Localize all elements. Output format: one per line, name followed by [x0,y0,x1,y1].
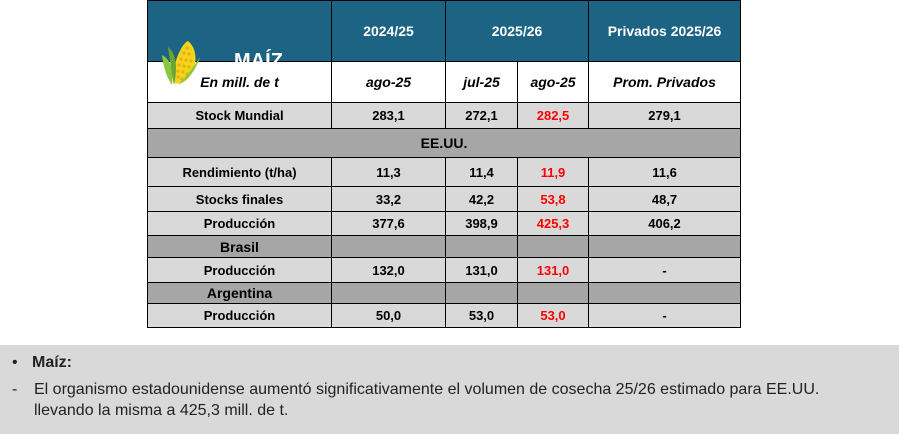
notes-text-line: - El organismo estadounidense aumentó si… [12,379,882,421]
maiz-table: MAÍZ 2024/25 2025/26 Privados 2025/26 En… [146,0,742,328]
section-label: Argentina [147,282,332,304]
table-row: Producción 132,0 131,0 131,0 - [147,257,742,283]
section-row: Argentina [147,282,742,304]
notes-heading-line: • Maíz: [12,354,72,372]
cell-value: 272,1 [445,102,518,129]
row-label: Producción [147,211,332,236]
cell-value: 33,2 [331,186,446,212]
table-subheader-row: En mill. de t ago-25 jul-25 ago-25 Prom.… [147,61,742,103]
cell-value: 279,1 [588,102,742,129]
notes-heading: Maíz: [32,354,72,371]
cell-value: 42,2 [445,186,518,212]
cell-value: 50,0 [331,303,446,328]
cell-value-highlight: 53,8 [516,186,590,212]
cell-value: 11,4 [445,157,518,187]
notes-panel: • Maíz: - El organismo estadounidense aum… [0,345,899,434]
cell-value-highlight: 131,0 [516,257,590,283]
subheader-prom-privados: Prom. Privados [588,61,742,103]
cell-value: 11,3 [331,157,446,187]
row-label: Stock Mundial [147,102,332,129]
header-privados: Privados 2025/26 [588,0,742,62]
cell-value: 398,9 [445,211,518,236]
table-title: MAÍZ [234,50,283,72]
dash-symbol: - [12,381,18,398]
row-label: Rendimiento (t/ha) [147,157,332,187]
cell-value: 132,0 [331,257,446,283]
header-2024-25: 2024/25 [331,0,446,62]
table-row: Stock Mundial 283,1 272,1 282,5 279,1 [147,102,742,129]
row-label: Stocks finales [147,186,332,212]
cell-value-highlight: 425,3 [516,211,590,236]
cell-value: 53,0 [445,303,518,328]
row-label: Producción [147,257,332,283]
cell-value: - [588,303,742,328]
cell-value-highlight: 282,5 [516,102,590,129]
subheader-ago-25: ago-25 [331,61,446,103]
section-label: EE.UU. [146,128,742,158]
cell-value: 131,0 [445,257,518,283]
cell-value: 11,6 [588,157,742,187]
section-row: EE.UU. [146,128,742,158]
cell-value: 406,2 [588,211,742,236]
row-label: Producción [147,303,332,328]
bullet-symbol: • [12,354,18,371]
cell-value: 283,1 [331,102,446,129]
cell-value: 48,7 [588,186,742,212]
subheader-jul-25: jul-25 [445,61,518,103]
cell-value: - [588,257,742,283]
section-label: Brasil [147,235,332,258]
table-row: Producción 377,6 398,9 425,3 406,2 [147,211,742,236]
section-row: Brasil [147,235,742,258]
header-2025-26: 2025/26 [444,0,590,62]
table-row: Rendimiento (t/ha) 11,3 11,4 11,9 11,6 [147,157,742,187]
subheader-ago-25-new: ago-25 [516,61,590,103]
cell-value: 377,6 [331,211,446,236]
table-row: Stocks finales 33,2 42,2 53,8 48,7 [147,186,742,212]
table-title-cell: MAÍZ [147,0,332,85]
notes-text: El organismo estadounidense aumentó sign… [34,381,820,419]
cell-value-highlight: 11,9 [516,157,590,187]
cell-value-highlight: 53,0 [516,303,590,328]
table-row: Producción 50,0 53,0 53,0 - [147,303,742,328]
table-header-row: MAÍZ 2024/25 2025/26 Privados 2025/26 [147,0,742,85]
corn-icon [162,41,200,85]
